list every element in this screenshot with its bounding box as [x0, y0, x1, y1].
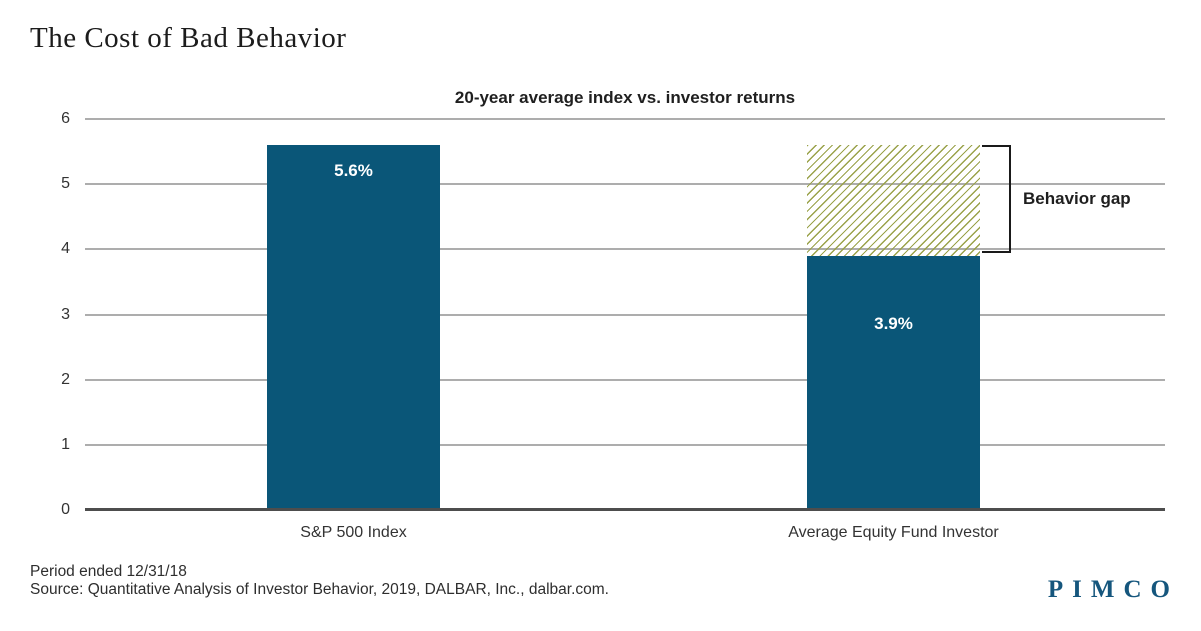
- y-tick-label-5: 5: [61, 175, 70, 193]
- bar-value-label-0: 5.6%: [334, 161, 373, 181]
- footnote-period: Period ended 12/31/18: [30, 563, 187, 580]
- y-tick-label-2: 2: [61, 370, 70, 388]
- bar-1: 3.9%: [807, 255, 980, 510]
- y-axis-labels: 0 1 2 3 4 5 6: [30, 110, 70, 518]
- chart-subtitle: 20-year average index vs. investor retur…: [454, 88, 796, 107]
- x-category-label-0: S&P 500 Index: [300, 524, 407, 541]
- behavior-gap-bracket: [982, 145, 1011, 253]
- gridline-4: [85, 248, 1165, 251]
- plot-area: 5.6% 3.9% Behavior gap: [85, 118, 1165, 511]
- x-category-label-1: Average Equity Fund Investor: [788, 524, 999, 541]
- gridline-1: [85, 443, 1165, 446]
- gridline-3: [85, 313, 1165, 316]
- behavior-gap-hatch: [807, 145, 980, 256]
- y-tick-label-4: 4: [61, 240, 70, 258]
- y-tick-label-0: 0: [61, 501, 70, 518]
- y-tick-label-3: 3: [61, 305, 70, 323]
- y-tick-label-6: 6: [61, 110, 70, 127]
- gridline-6: [85, 118, 1165, 120]
- pimco-logo: PIMCO: [1047, 576, 1179, 603]
- bar-value-label-1: 3.9%: [874, 313, 913, 333]
- behavior-gap-label: Behavior gap: [1023, 189, 1131, 208]
- y-tick-label-1: 1: [61, 435, 70, 453]
- page-title: The Cost of Bad Behavior: [30, 22, 347, 54]
- gridline-5: [85, 183, 1165, 186]
- gridline-2: [85, 378, 1165, 381]
- x-axis-labels: S&P 500 Index Average Equity Fund Investo…: [85, 524, 1165, 548]
- bar-0: 5.6%: [267, 145, 440, 510]
- footnote-source: Source: Quantitative Analysis of Investo…: [30, 581, 609, 598]
- x-axis-baseline: [85, 508, 1165, 511]
